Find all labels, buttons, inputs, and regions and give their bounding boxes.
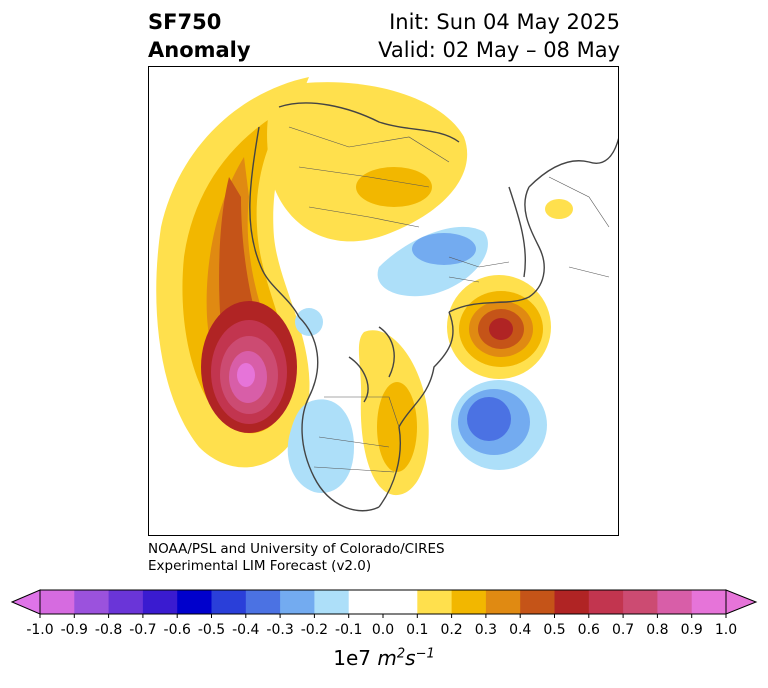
colorbar-extend-low xyxy=(10,589,41,615)
colorbar-swatch xyxy=(657,590,693,614)
colorbar-swatch xyxy=(314,590,350,614)
labrador-positive-anomaly xyxy=(447,275,551,379)
unit-m: m xyxy=(377,646,397,670)
credit-text: NOAA/PSL and University of Colorado/CIRE… xyxy=(148,541,445,575)
colorbar-swatch xyxy=(417,590,453,614)
colorbar-swatch xyxy=(520,590,555,614)
small-positive-anomaly xyxy=(545,199,573,219)
colorbar-tick-label: 0.7 xyxy=(612,622,634,638)
colorbar-swatch xyxy=(211,590,247,614)
pacific-positive-anomaly xyxy=(156,77,310,468)
colorbar-tick-label: 0.2 xyxy=(440,622,462,638)
credit-line-2: Experimental LIM Forecast (v2.0) xyxy=(148,558,372,574)
valid-date: Valid: 02 May – 08 May xyxy=(378,38,620,62)
colorbar-tick-label: 0.8 xyxy=(646,622,668,638)
siberia-positive-anomaly xyxy=(267,82,468,242)
colorbar-tick-label: 0.0 xyxy=(372,622,394,638)
colorbar-swatch xyxy=(40,590,75,614)
atlantic-negative-anomaly xyxy=(451,380,547,470)
colorbar-tick-label: 0.5 xyxy=(543,622,565,638)
credit-line-1: NOAA/PSL and University of Colorado/CIRE… xyxy=(148,541,445,557)
colorbar-tick-label: -0.7 xyxy=(129,622,156,638)
map-title: SF750 Anomaly xyxy=(148,8,251,64)
anomaly-map xyxy=(156,77,618,512)
colorbar-tick-label: -0.9 xyxy=(61,622,88,638)
colorbar-tick-label: 0.9 xyxy=(681,622,703,638)
colorbar-tick-label: 0.3 xyxy=(475,622,497,638)
colorbar-swatch xyxy=(485,590,521,614)
colorbar-swatch xyxy=(554,590,590,614)
unit-s-exp: −1 xyxy=(415,646,435,662)
colorbar-tick-label: 0.4 xyxy=(509,622,531,638)
colorbar-swatch xyxy=(623,590,658,614)
coastlines xyxy=(249,102,618,512)
init-date: Init: Sun 04 May 2025 xyxy=(389,10,620,34)
colorbar-swatch xyxy=(691,590,727,614)
colorbar-tick-label: -0.6 xyxy=(164,622,191,638)
colorbar-swatch xyxy=(74,590,110,614)
unit-prefix: 1e7 xyxy=(333,646,372,670)
colorbar-tick-label: 0.6 xyxy=(578,622,600,638)
colorbar-tick-label: -0.5 xyxy=(198,622,225,638)
colorbar-unit-label: 1e7 m2s−1 xyxy=(0,646,768,670)
colorbar-swatch xyxy=(108,590,144,614)
colorbar-swatch xyxy=(245,590,281,614)
title-line-2: Anomaly xyxy=(148,38,251,62)
colorbar-swatch xyxy=(451,590,487,614)
colorbar-tick-label: -1.0 xyxy=(26,622,53,638)
colorbar-swatch xyxy=(280,590,315,614)
unit-s: s xyxy=(405,646,416,670)
colorbar-swatch xyxy=(177,590,212,614)
small-negative-anomaly xyxy=(295,308,323,336)
colorbar-tick-label: -0.8 xyxy=(95,622,122,638)
forecast-dates: Init: Sun 04 May 2025 Valid: 02 May – 08… xyxy=(378,8,620,64)
western-us-negative-anomaly xyxy=(287,399,354,493)
colorbar-tick-label: -0.2 xyxy=(301,622,328,638)
unit-m-exp: 2 xyxy=(396,646,406,662)
colorbar-tick-label: -0.1 xyxy=(335,622,362,638)
colorbar-tick-label: -0.3 xyxy=(266,622,293,638)
title-line-1: SF750 xyxy=(148,10,222,34)
colorbar-tick-label: 1.0 xyxy=(715,622,737,638)
political-borders xyxy=(288,126,610,473)
map-panel xyxy=(148,66,619,536)
colorbar-swatch xyxy=(383,590,418,614)
colorbar-swatch xyxy=(588,590,624,614)
colorbar-swatch xyxy=(348,590,384,614)
colorbar-extend-high xyxy=(725,589,758,615)
colorbar: -1.0 -0.9 -0.8 -0.7 -0.6 -0.5 -0.4 -0.3 -0.2 -0.1… xyxy=(0,580,768,670)
colorbar-svg: -1.0 -0.9 -0.8 -0.7 -0.6 -0.5 -0.4 -0.3 -0.2 -0.1… xyxy=(10,589,758,638)
great-lakes-positive-anomaly xyxy=(358,330,429,496)
colorbar-swatch xyxy=(142,590,178,614)
colorbar-tick-label: -0.4 xyxy=(232,622,259,638)
colorbar-tick-label: 0.1 xyxy=(406,622,428,638)
